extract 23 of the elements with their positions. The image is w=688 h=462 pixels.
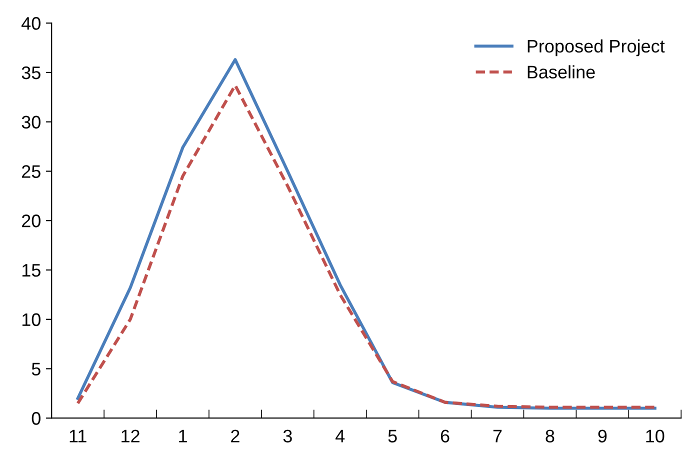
x-tick-label: 9 [598,430,607,442]
y-tick-label: 30 [22,116,40,129]
x-tick-label: 5 [388,430,397,442]
x-tick-label: 4 [336,430,345,442]
y-tick-label: 15 [22,264,40,277]
x-tick-label: 7 [493,430,502,442]
y-tick-label: 20 [22,214,40,228]
x-tick-label: 6 [440,430,450,442]
y-tick-label: 35 [22,66,40,80]
legend-label: Proposed Project [528,39,665,56]
x-tick-label: 2 [231,430,240,442]
x-tick-label: 11 [70,430,86,442]
x-tick-label: 8 [546,430,554,442]
x-tick-label: 12 [122,430,140,442]
y-tick-label: 25 [22,165,40,178]
x-tick-label: 1 [179,430,187,442]
y-tick-label: 5 [32,362,40,376]
legend-label: Baseline [528,65,595,78]
y-tick-label: 10 [22,313,40,326]
y-tick-label: 0 [32,412,40,425]
x-tick-label: 10 [646,430,664,442]
y-tick-label: 40 [22,17,40,30]
x-tick-label: 3 [283,430,292,442]
